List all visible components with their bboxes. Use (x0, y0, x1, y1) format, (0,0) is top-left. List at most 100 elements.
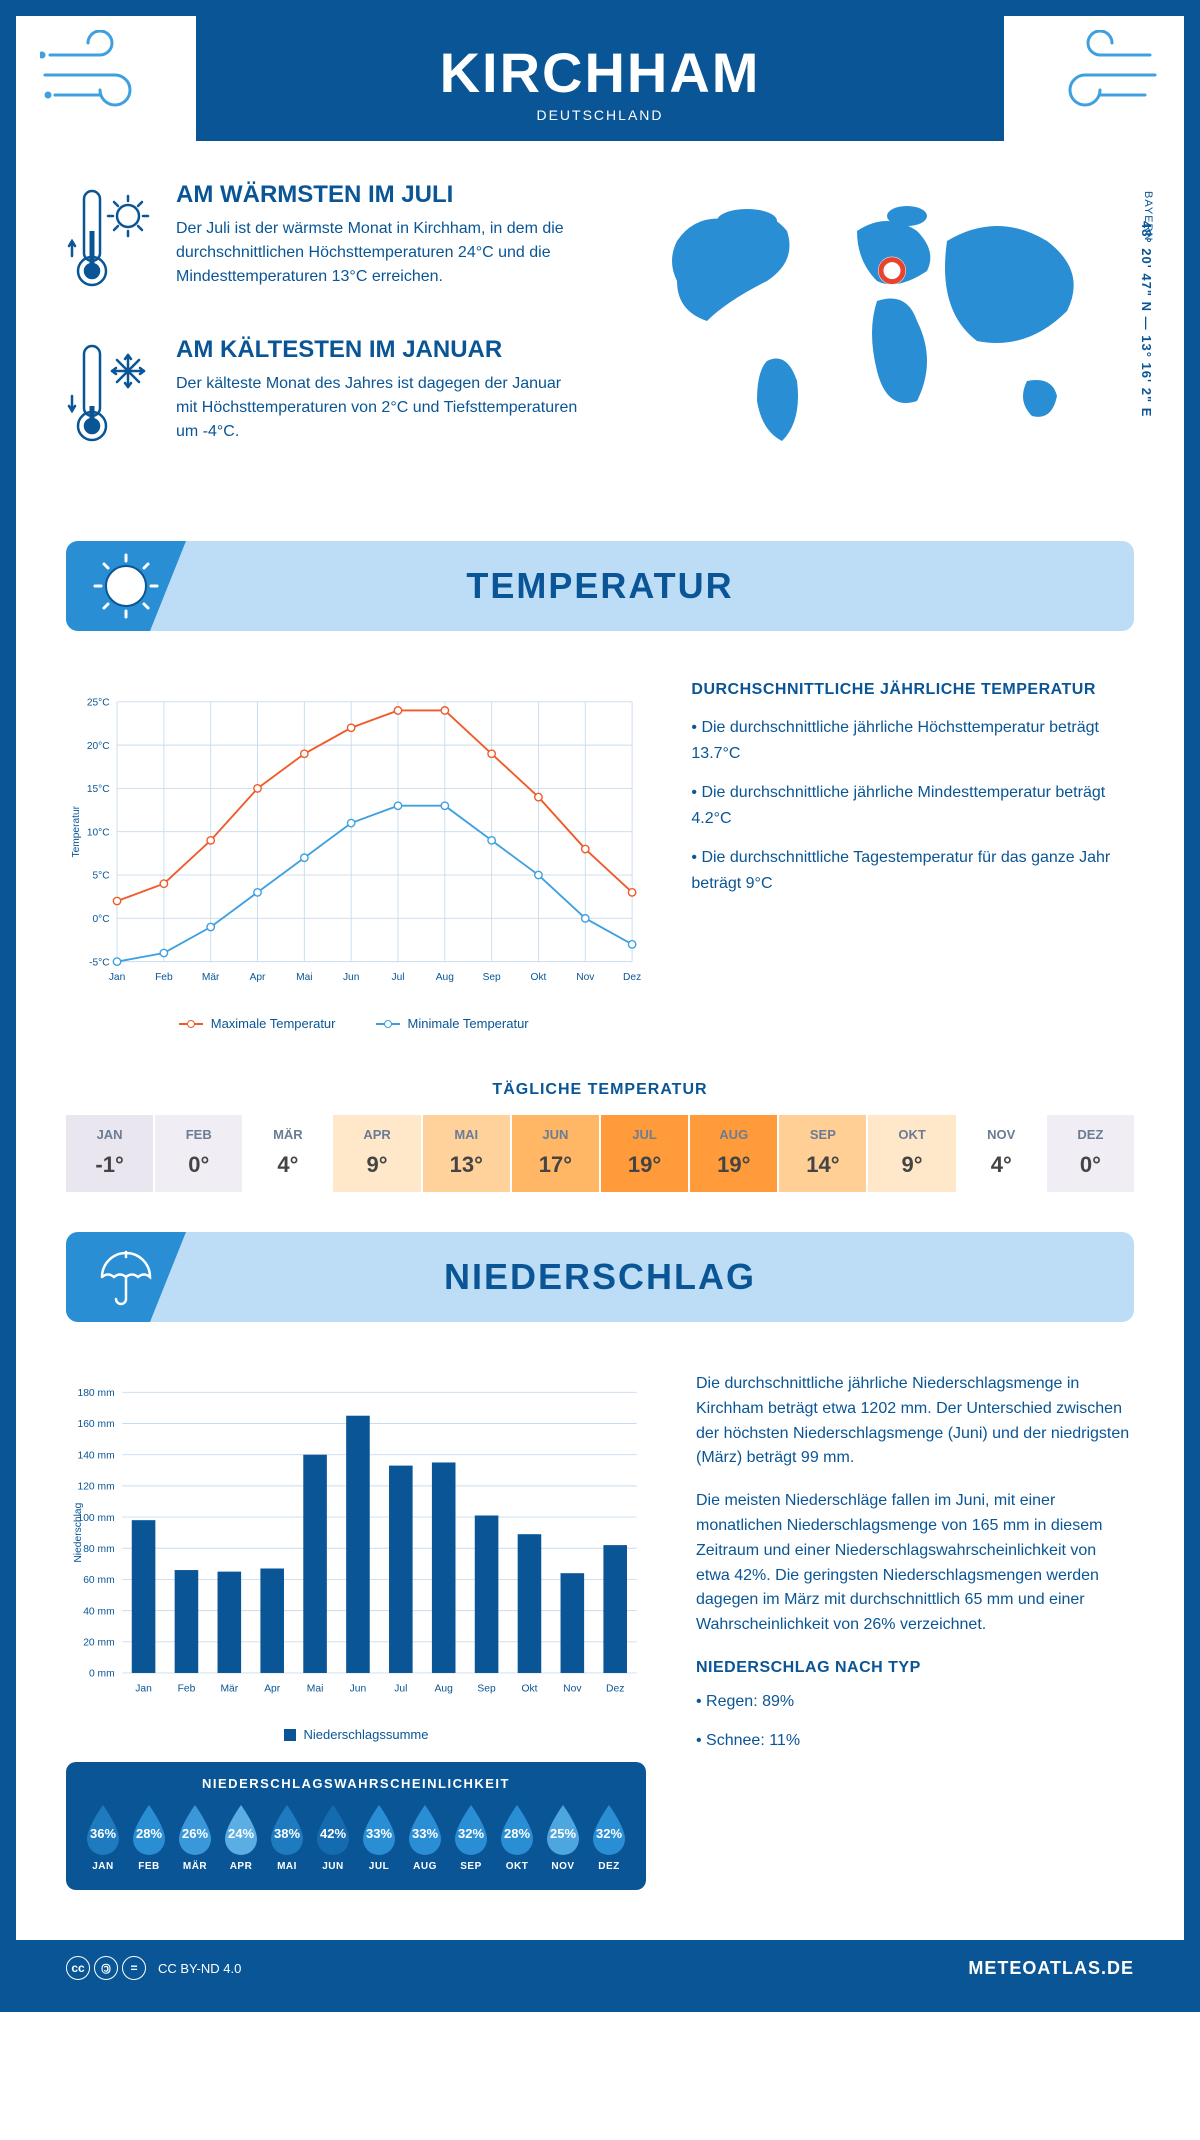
temperature-legend: Maximale Temperatur Minimale Temperatur (66, 1016, 641, 1031)
svg-text:120 mm: 120 mm (78, 1482, 115, 1493)
svg-text:Sep: Sep (477, 1684, 496, 1695)
svg-text:Mai: Mai (307, 1684, 324, 1695)
header-banner: KIRCHHAM DEUTSCHLAND (196, 16, 1004, 141)
precip-paragraph-1: Die durchschnittliche jährliche Niedersc… (696, 1372, 1134, 1471)
precipitation-section-header: NIEDERSCHLAG (66, 1232, 1134, 1322)
prob-title: NIEDERSCHLAGSWAHRSCHEINLICHKEIT (82, 1776, 630, 1791)
svg-text:180 mm: 180 mm (78, 1388, 115, 1399)
daily-temp-cell: DEZ0° (1047, 1115, 1134, 1192)
precipitation-probability-box: NIEDERSCHLAGSWAHRSCHEINLICHKEIT 36%JAN28… (66, 1762, 646, 1890)
svg-text:5°C: 5°C (93, 871, 110, 882)
daily-temp-cell: APR9° (333, 1115, 420, 1192)
daily-temp-title: TÄGLICHE TEMPERATUR (16, 1081, 1184, 1099)
svg-text:20°C: 20°C (87, 741, 110, 752)
probability-drop: 26%MÄR (174, 1803, 216, 1872)
legend-min-label: Minimale Temperatur (408, 1016, 529, 1031)
warmest-fact: AM WÄRMSTEN IM JULI Der Juli ist der wär… (66, 181, 580, 306)
svg-text:Mär: Mär (202, 972, 220, 983)
temp-info-bullet: • Die durchschnittliche Tagestemperatur … (691, 845, 1134, 896)
probability-drop: 28%OKT (496, 1803, 538, 1872)
warmest-text: Der Juli ist der wärmste Monat in Kirchh… (176, 217, 580, 289)
page-title: KIRCHHAM (196, 40, 1004, 105)
daily-temp-cell: MAI13° (423, 1115, 510, 1192)
footer: cc 🄯 = CC BY-ND 4.0 METEOATLAS.DE (16, 1940, 1184, 1996)
probability-drop: 32%DEZ (588, 1803, 630, 1872)
coldest-title: AM KÄLTESTEN IM JANUAR (176, 336, 580, 364)
page-subtitle: DEUTSCHLAND (196, 107, 1004, 123)
daily-temp-cell: MÄR4° (244, 1115, 331, 1192)
svg-text:140 mm: 140 mm (78, 1450, 115, 1461)
daily-temp-cell: FEB0° (155, 1115, 242, 1192)
coordinates-label: 48° 20' 47" N — 13° 16' 2" E (1139, 221, 1154, 417)
svg-text:Aug: Aug (435, 1684, 454, 1695)
svg-text:25°C: 25°C (87, 698, 110, 709)
thermometer-hot-icon (66, 181, 156, 301)
probability-drop: 24%APR (220, 1803, 262, 1872)
svg-text:80 mm: 80 mm (83, 1544, 114, 1555)
svg-text:0°C: 0°C (93, 914, 110, 925)
svg-text:20 mm: 20 mm (83, 1638, 114, 1649)
svg-text:10°C: 10°C (87, 827, 110, 838)
temperature-header-title: TEMPERATUR (66, 565, 1134, 607)
precip-type-bullet: • Regen: 89% (696, 1689, 1134, 1715)
probability-drop: 28%FEB (128, 1803, 170, 1872)
daily-temp-cell: OKT9° (868, 1115, 955, 1192)
precip-type-title: NIEDERSCHLAG NACH TYP (696, 1656, 1134, 1681)
daily-temp-cell: JUN17° (512, 1115, 599, 1192)
top-facts-section: AM WÄRMSTEN IM JULI Der Juli ist der wär… (16, 181, 1184, 521)
probability-drop: 25%NOV (542, 1803, 584, 1872)
svg-text:Apr: Apr (264, 1684, 281, 1695)
svg-text:40 mm: 40 mm (83, 1606, 114, 1617)
temperature-section-header: TEMPERATUR (66, 541, 1134, 631)
temp-info-bullet: • Die durchschnittliche jährliche Höchst… (691, 715, 1134, 766)
precip-type-bullet: • Schnee: 11% (696, 1728, 1134, 1754)
world-map (620, 181, 1134, 461)
svg-text:Jul: Jul (394, 1684, 407, 1695)
temp-info-bullet: • Die durchschnittliche jährliche Mindes… (691, 780, 1134, 831)
svg-text:Nov: Nov (576, 972, 595, 983)
svg-text:Aug: Aug (436, 972, 454, 983)
precipitation-bar-chart: 0 mm20 mm40 mm60 mm80 mm100 mm120 mm140 … (66, 1372, 646, 1712)
svg-text:Dez: Dez (623, 972, 641, 983)
svg-text:160 mm: 160 mm (78, 1419, 115, 1430)
probability-drop: 36%JAN (82, 1803, 124, 1872)
daily-temp-cell: SEP14° (779, 1115, 866, 1192)
daily-temp-cell: JAN-1° (66, 1115, 153, 1192)
warmest-title: AM WÄRMSTEN IM JULI (176, 181, 580, 209)
daily-temp-cell: NOV4° (958, 1115, 1045, 1192)
svg-text:Mär: Mär (220, 1684, 238, 1695)
svg-text:Apr: Apr (250, 972, 266, 983)
svg-text:Jun: Jun (350, 1684, 367, 1695)
probability-drop: 38%MAI (266, 1803, 308, 1872)
svg-text:15°C: 15°C (87, 784, 110, 795)
svg-text:Dez: Dez (606, 1684, 624, 1695)
svg-text:Feb: Feb (178, 1684, 196, 1695)
probability-drop: 32%SEP (450, 1803, 492, 1872)
coldest-text: Der kälteste Monat des Jahres ist dagege… (176, 372, 580, 444)
temperature-line-chart: -5°C0°C5°C10°C15°C20°C25°CJanFebMärAprMa… (66, 681, 641, 1001)
precipitation-header-title: NIEDERSCHLAG (66, 1256, 1134, 1298)
infographic-frame: KIRCHHAM DEUTSCHLAND (0, 0, 1200, 2012)
svg-text:Jan: Jan (135, 1684, 152, 1695)
svg-text:Jul: Jul (391, 972, 404, 983)
sun-icon (91, 551, 161, 621)
thermometer-cold-icon (66, 336, 156, 456)
license-text: CC BY-ND 4.0 (158, 1961, 241, 1976)
precip-paragraph-2: Die meisten Niederschläge fallen im Juni… (696, 1489, 1134, 1638)
umbrella-icon (94, 1245, 159, 1310)
svg-text:Mai: Mai (296, 972, 312, 983)
daily-temp-cell: JUL19° (601, 1115, 688, 1192)
precipitation-legend: Niederschlagssumme (66, 1727, 646, 1742)
svg-text:Nov: Nov (563, 1684, 582, 1695)
svg-text:Feb: Feb (155, 972, 173, 983)
svg-text:Temperatur: Temperatur (71, 805, 82, 857)
svg-text:60 mm: 60 mm (83, 1575, 114, 1586)
svg-text:Sep: Sep (483, 972, 501, 983)
probability-drop: 42%JUN (312, 1803, 354, 1872)
legend-max-label: Maximale Temperatur (211, 1016, 336, 1031)
svg-text:Jan: Jan (109, 972, 125, 983)
coldest-fact: AM KÄLTESTEN IM JANUAR Der kälteste Mona… (66, 336, 580, 461)
wind-icon-left (40, 30, 160, 120)
svg-text:0 mm: 0 mm (89, 1669, 115, 1680)
svg-text:Okt: Okt (531, 972, 547, 983)
